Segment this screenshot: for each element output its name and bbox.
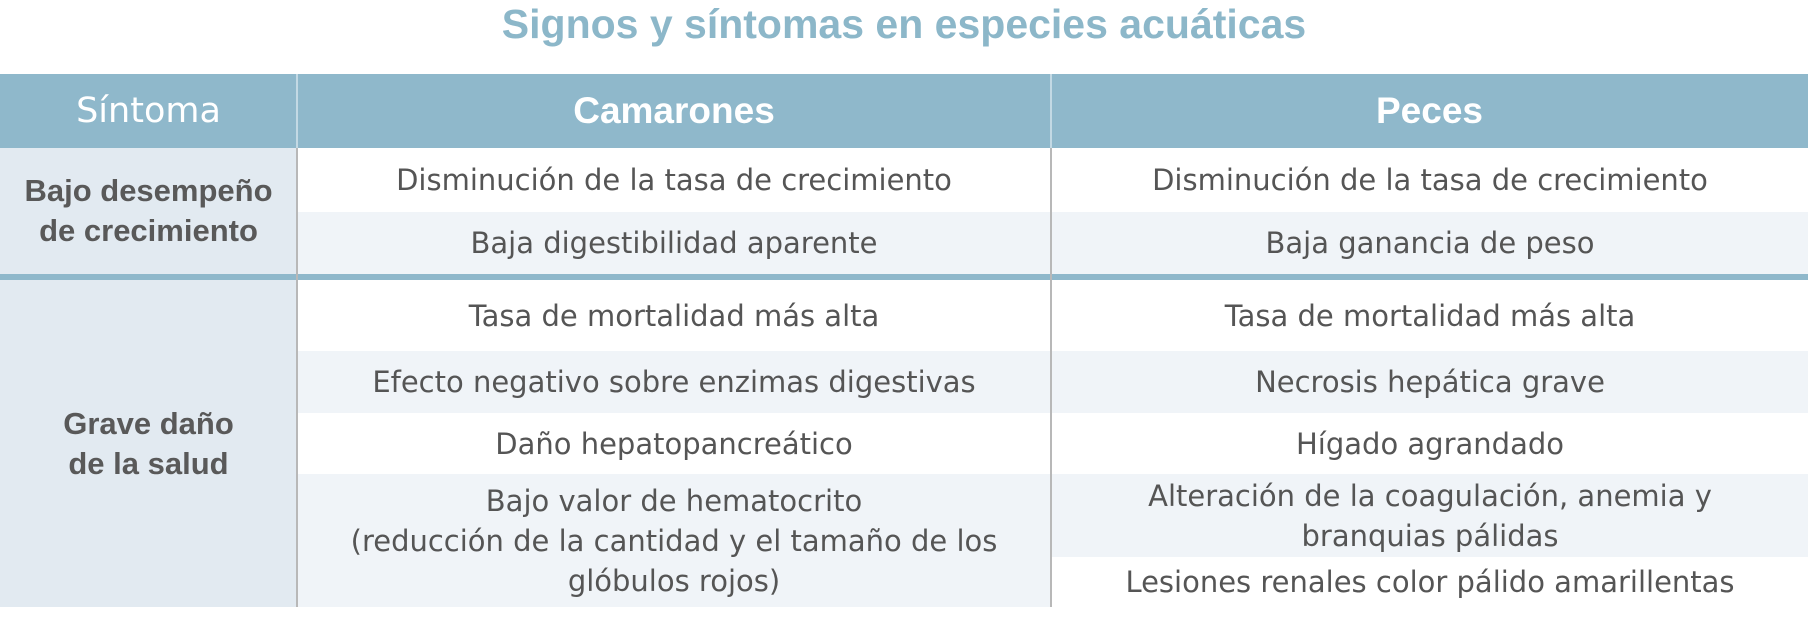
shrimp-cell: Disminución de la tasa de crecimiento [396, 163, 952, 197]
shrimp-cell: Efecto negativo sobre enzimas digestivas [298, 351, 1050, 413]
page-title: Signos y síntomas en especies acuáticas [501, 1, 1307, 47]
fish-cell: Tasa de mortalidad más alta [1224, 298, 1636, 333]
shrimp-cell: Baja digestibilidad aparente [298, 212, 1050, 274]
symptom-low-growth: Bajo desempeño de crecimiento [0, 148, 297, 274]
shrimp-cell-line: glóbulos rojos) [567, 563, 781, 598]
shrimp-cell-line: (reducción de la cantidad y el tamaño de… [350, 523, 998, 558]
fish-cell: Necrosis hepática grave [1052, 351, 1808, 413]
header-shrimp: Camarones [298, 74, 1050, 148]
shrimp-cell: Bajo valor de hematocrito (reducción de … [298, 474, 1050, 607]
header-divider [296, 74, 298, 148]
section-divider [0, 274, 1808, 280]
shrimp-cell: Daño hepatopancreático [495, 426, 853, 461]
header-fish: Peces [1051, 74, 1808, 148]
symptom-label-line: de la salud [68, 445, 229, 481]
symptom-label-line: Bajo desempeño [24, 173, 273, 208]
header-symptom: Síntoma [0, 74, 297, 148]
column-divider [296, 148, 298, 607]
symptom-label-line: de crecimiento [39, 213, 258, 248]
header-divider [1050, 74, 1052, 148]
fish-cell-line: branquias pálidas [1301, 518, 1559, 553]
shrimp-cell-line: Bajo valor de hematocrito [485, 483, 863, 518]
fish-cell: Hígado agrandado [1296, 426, 1564, 461]
column-divider [1050, 148, 1052, 607]
shrimp-cell: Tasa de mortalidad más alta [468, 298, 880, 333]
fish-cell-line: Alteración de la coagulación, anemia y [1148, 478, 1712, 513]
fish-cell: Lesiones renales color pálido amarillent… [1125, 565, 1735, 599]
fish-cell: Baja ganancia de peso [1052, 212, 1808, 274]
symptom-label-line: Grave daño [63, 405, 234, 441]
fish-cell: Disminución de la tasa de crecimiento [1152, 163, 1708, 197]
fish-cell: Alteración de la coagulación, anemia y b… [1052, 474, 1808, 557]
symptom-severe-health-damage: Grave daño de la salud [0, 280, 297, 607]
